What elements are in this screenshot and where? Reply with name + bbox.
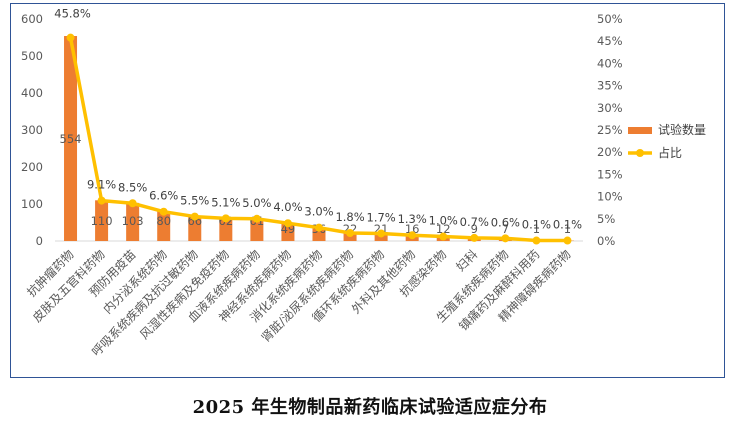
bar-value-label: 7: [502, 222, 509, 236]
line-value-label: 8.5%: [118, 180, 147, 194]
bar: [64, 36, 78, 241]
line-point: [408, 231, 417, 240]
bar: [219, 218, 233, 241]
bar: [250, 218, 264, 241]
line-value-label: 4.0%: [273, 200, 302, 214]
line-value-label: 5.1%: [211, 195, 240, 209]
y-right-tick-label: 15%: [597, 167, 623, 181]
line-point: [377, 229, 386, 238]
y-right-tick-label: 5%: [597, 212, 615, 226]
line-value-label: 0.1%: [522, 218, 551, 232]
bar: [95, 200, 109, 241]
line-point: [470, 233, 479, 242]
y-right-tick-label: 45%: [597, 34, 623, 48]
chart-caption: 2025 年生物制品新药临床试验适应症分布: [192, 397, 548, 418]
line-point: [221, 214, 230, 223]
legend-swatch-bar: [628, 127, 652, 134]
legend-label-bar: 试验数量: [658, 122, 706, 137]
bar-value-label: 1: [533, 222, 540, 236]
y-right-tick-label: 35%: [597, 79, 623, 93]
legend-marker-line: [636, 149, 644, 157]
x-tick-label: 妇科: [454, 247, 481, 274]
bar: [126, 202, 140, 241]
line-value-label: 5.0%: [242, 196, 271, 210]
bar-value-label: 554: [60, 132, 82, 146]
line-value-label: 6.6%: [149, 189, 178, 203]
line-value-label: 1.0%: [429, 214, 458, 228]
bar-value-label: 12: [436, 222, 451, 236]
y-left-tick-label: 100: [21, 197, 43, 211]
line-point: [532, 236, 541, 245]
y-left-tick-label: 300: [21, 123, 43, 137]
y-right-tick-label: 20%: [597, 145, 623, 159]
line-value-label: 0.6%: [491, 215, 520, 229]
line-value-label: 0.7%: [460, 215, 489, 229]
y-right-tick-label: 25%: [597, 123, 623, 137]
bar: [188, 216, 202, 241]
y-right-tick-label: 30%: [597, 101, 623, 115]
line-value-label: 9.1%: [87, 178, 116, 192]
bar: [281, 222, 295, 241]
y-right-tick-label: 0%: [597, 234, 615, 248]
y-left-tick-label: 500: [21, 49, 43, 63]
bar-value-label: 103: [122, 214, 144, 228]
line-point: [128, 199, 137, 208]
line-point: [439, 232, 448, 241]
line-value-label: 1.3%: [398, 212, 427, 226]
line-value-label: 3.0%: [304, 205, 333, 219]
bar-value-label: 16: [405, 222, 420, 236]
line-point: [315, 223, 323, 232]
legend-label-line: 占比: [658, 145, 682, 160]
bar-value-label: 80: [156, 214, 171, 228]
bar-value-label: 9: [471, 222, 478, 236]
chart-frame: [10, 3, 725, 378]
y-left-tick-label: 600: [21, 12, 43, 26]
line-point: [346, 229, 355, 238]
y-right-tick-label: 10%: [597, 190, 623, 204]
line-value-label: 5.5%: [180, 194, 209, 208]
line-point: [283, 219, 292, 228]
chart: 0 100 200 300 400 500 600 0% 5% 10% 15% 20% 25% 30% 35…: [21, 7, 706, 359]
bar: [157, 211, 171, 241]
y-left-tick-label: 0: [36, 234, 43, 248]
line-value-label: 1.8%: [335, 210, 364, 224]
line-point: [97, 196, 106, 205]
bar-value-label: 1: [564, 222, 571, 236]
y-right-tick-label: 50%: [597, 12, 623, 26]
y-left-tick-label: 400: [21, 86, 43, 100]
y-left-tick-label: 200: [21, 160, 43, 174]
line-value-label: 45.8%: [54, 7, 91, 21]
line-point: [66, 33, 75, 42]
y-right-tick-label: 40%: [597, 56, 623, 70]
line-value-label: 0.1%: [553, 218, 582, 232]
bar-value-label: 110: [91, 214, 113, 228]
bar: [312, 227, 326, 241]
line-point: [501, 234, 510, 243]
line-point: [190, 212, 199, 221]
line-value-label: 1.7%: [367, 210, 396, 224]
line-point: [159, 207, 168, 216]
line-point: [252, 214, 261, 223]
line-point: [563, 236, 572, 245]
